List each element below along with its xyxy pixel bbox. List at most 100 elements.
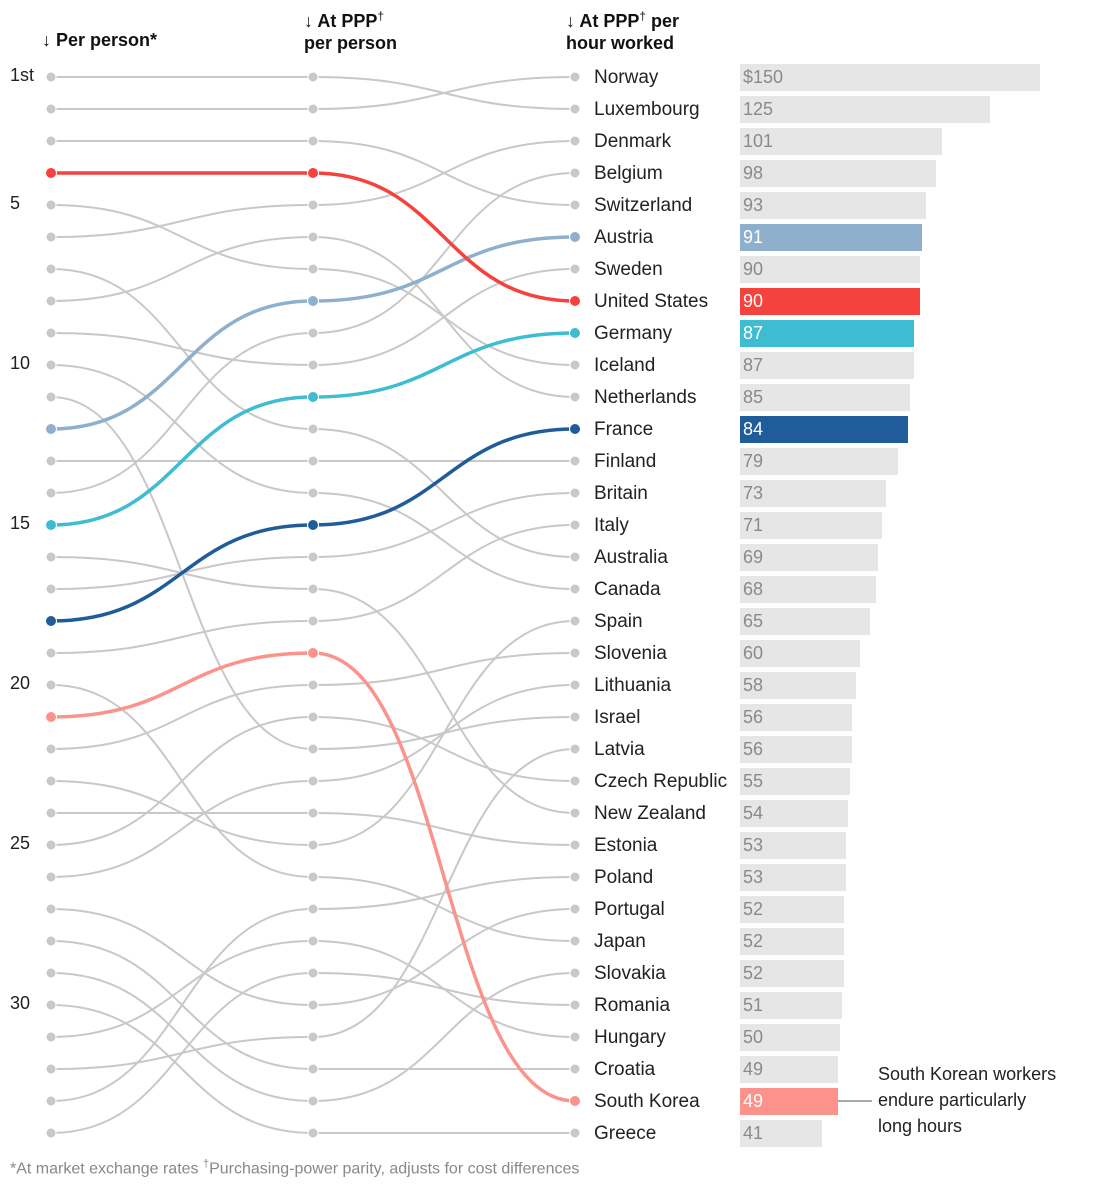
bar-iceland (740, 352, 914, 379)
rank-dot-italy (45, 647, 57, 659)
rank-tick-label: 20 (10, 673, 30, 693)
bar-value-label: 53 (743, 835, 763, 855)
rank-tick-label: 10 (10, 353, 30, 373)
header-text: ↓ At PPP (566, 11, 640, 31)
rank-dot-israel (45, 391, 57, 403)
rank-line-united-states (51, 171, 576, 303)
bar-britain (740, 480, 886, 507)
country-label: Iceland (594, 355, 655, 376)
bar-poland (740, 864, 846, 891)
bar-value-label: 53 (743, 867, 763, 887)
footnote: *At market exchange rates †Purchasing-po… (10, 1158, 579, 1178)
rank-line-japan (50, 684, 576, 942)
rank-dot-spain (307, 839, 319, 851)
rank-dot-norway (45, 103, 57, 115)
rank-dot-japan (307, 871, 319, 883)
bar-value-label: 41 (743, 1123, 763, 1143)
bar-value-label: 52 (743, 899, 763, 919)
rank-tick-label: 5 (10, 193, 20, 213)
rank-dot-denmark (569, 135, 581, 147)
rank-dot-germany (45, 519, 57, 531)
bar-lithuania (740, 672, 856, 699)
bar-finland (740, 448, 898, 475)
rank-dot-iceland (45, 199, 57, 211)
country-label: Romania (594, 995, 670, 1016)
rank-dot-portugal (307, 999, 319, 1011)
bar-israel (740, 704, 852, 731)
rank-dot-luxembourg (307, 71, 319, 83)
rank-dot-new-zealand (569, 807, 581, 819)
rank-dot-belgium (307, 327, 319, 339)
rank-dot-norway (307, 103, 319, 115)
rank-dot-slovakia (45, 967, 57, 979)
rank-dot-slovakia (569, 967, 581, 979)
bar-austria (740, 224, 922, 251)
rank-line-portugal (50, 908, 576, 1007)
rank-dot-romania (45, 1127, 57, 1139)
rank-dot-france (307, 519, 319, 531)
rank-dot-united-states (45, 167, 57, 179)
bar-latvia (740, 736, 852, 763)
rank-dot-south-korea (307, 647, 319, 659)
rank-dot-denmark (45, 231, 57, 243)
rank-dot-denmark (307, 199, 319, 211)
rank-line-latvia (50, 748, 576, 1070)
bar-value-label: 125 (743, 99, 773, 119)
rank-dot-estonia (569, 839, 581, 851)
country-label: France (594, 419, 653, 440)
bar-south-korea (740, 1088, 838, 1115)
bar-luxembourg (740, 96, 990, 123)
bar-value-label: $150 (743, 67, 783, 87)
country-label: Sweden (594, 259, 663, 280)
rank-dot-britain (569, 487, 581, 499)
bar-greece (740, 1120, 822, 1147)
bar-switzerland (740, 192, 926, 219)
bar-value-label: 56 (743, 739, 763, 759)
bar-value-label: 52 (743, 963, 763, 983)
rank-dot-austria (569, 231, 581, 243)
bar-value-label: 49 (743, 1059, 763, 1079)
rank-tick-label: 25 (10, 833, 30, 853)
bar-new-zealand (740, 800, 848, 827)
bar-value-label: 68 (743, 579, 763, 599)
bar-value-label: 69 (743, 547, 763, 567)
rank-dot-australia (45, 263, 57, 275)
rank-dot-spain (569, 615, 581, 627)
country-label: Spain (594, 611, 643, 632)
footnote-text: Purchasing-power parity, adjusts for cos… (209, 1160, 580, 1178)
bar-value-label: 52 (743, 931, 763, 951)
rank-line-israel (50, 396, 576, 751)
country-label: Finland (594, 451, 656, 472)
bar-slovakia (740, 960, 844, 987)
bar-canada (740, 576, 876, 603)
rank-dot-austria (45, 423, 57, 435)
rank-dot-iceland (307, 263, 319, 275)
rank-tick-label: 1st (10, 65, 34, 85)
bar-value-label: 93 (743, 195, 763, 215)
country-label: Australia (594, 547, 668, 568)
rank-dot-finland (45, 455, 57, 467)
bar-spain (740, 608, 870, 635)
country-label: Estonia (594, 835, 658, 856)
rank-dot-slovakia (307, 1095, 319, 1107)
rank-line-switzerland (51, 140, 576, 206)
rank-dot-austria (307, 295, 319, 307)
header-text: per (646, 11, 680, 31)
rank-dot-romania (569, 999, 581, 1011)
rank-line-norway (51, 76, 576, 110)
country-label: Portugal (594, 899, 665, 920)
bar-value-label: 98 (743, 163, 763, 183)
bar-value-label: 58 (743, 675, 763, 695)
rank-dot-spain (45, 775, 57, 787)
rank-line-hungary (50, 939, 576, 1038)
rank-dot-new-zealand (307, 583, 319, 595)
bar-sweden (740, 256, 920, 283)
rank-line-netherlands (50, 235, 576, 398)
rank-line-australia (50, 268, 576, 558)
bar-france (740, 416, 908, 443)
rank-dot-japan (569, 935, 581, 947)
rank-dot-latvia (45, 1063, 57, 1075)
rank-dot-united-states (569, 295, 581, 307)
footnote-text: *At market exchange rates (10, 1160, 203, 1178)
rank-dot-iceland (569, 359, 581, 371)
